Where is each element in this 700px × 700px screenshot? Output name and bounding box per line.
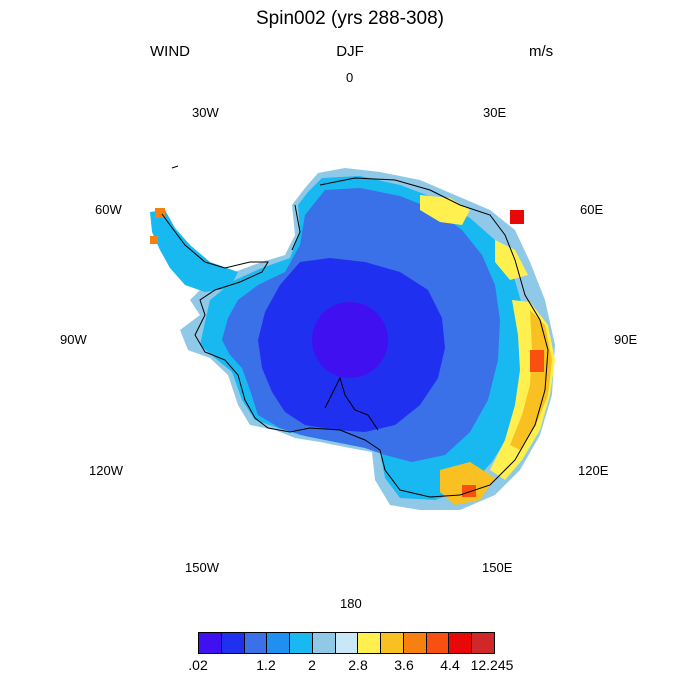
lon-label-60e: 60E <box>580 202 604 217</box>
wind-field <box>150 168 555 510</box>
colorbar-label-0: .02 <box>188 657 208 673</box>
colorbar-box-9 <box>403 633 427 653</box>
colorbar-label-3: 2.8 <box>348 657 368 673</box>
colorbar-label-6: 12.245 <box>470 657 514 673</box>
field-peninsula-tip <box>155 208 165 218</box>
lon-label-120e: 120E <box>578 463 609 478</box>
field-red-patch-ne <box>510 210 524 224</box>
colorbar-box-7 <box>358 633 382 653</box>
coastline-path <box>161 177 549 498</box>
season-label: DJF <box>336 43 364 60</box>
field-warm-se <box>440 462 495 505</box>
colorbar-box-12 <box>472 633 494 653</box>
colorbar-box-8 <box>381 633 404 653</box>
field-peninsula <box>150 210 238 292</box>
coastline <box>161 165 549 498</box>
field-warm-ne2 <box>495 240 528 280</box>
lon-label-0: 0 <box>346 70 354 85</box>
lon-label-150e: 150E <box>482 560 513 575</box>
colorbar-label-2: 2 <box>308 657 316 673</box>
coastline-island <box>171 165 179 169</box>
field-peninsula-spot <box>150 236 158 244</box>
lon-label-150w: 150W <box>185 560 219 575</box>
field-core <box>312 302 388 378</box>
colorbar-box-10 <box>426 633 450 653</box>
colorbar-box-2 <box>244 633 268 653</box>
colorbar-box-11 <box>449 633 473 653</box>
lon-label-30w: 30W <box>192 105 219 120</box>
field-warm-ne <box>420 195 470 225</box>
colorbar-box-3 <box>267 633 291 653</box>
colorbar-box-4 <box>290 633 313 653</box>
colorbar-label-4: 3.6 <box>394 657 414 673</box>
plot-title: Spin002 (yrs 288-308) <box>256 8 444 29</box>
colorbar-box-1 <box>221 633 245 653</box>
lon-label-180: 180 <box>340 596 362 611</box>
lon-label-120w: 120W <box>89 463 123 478</box>
colorbar-box-6 <box>335 633 359 653</box>
colorbar <box>198 632 495 654</box>
field-red-patch-east <box>530 350 544 372</box>
units-label: m/s <box>529 43 554 60</box>
field-orange-band-east <box>510 310 552 450</box>
lon-label-30e: 30E <box>483 105 507 120</box>
lon-label-60w: 60W <box>95 202 122 217</box>
colorbar-box-0 <box>199 633 222 653</box>
lon-label-90w: 90W <box>60 332 87 347</box>
lon-label-90e: 90E <box>614 332 638 347</box>
colorbar-label-5: 4.4 <box>440 657 460 673</box>
variable-label: WIND <box>150 43 190 60</box>
colorbar-label-1: 1.2 <box>256 657 276 673</box>
field-red-patch-se <box>462 485 476 497</box>
colorbar-box-5 <box>312 633 336 653</box>
